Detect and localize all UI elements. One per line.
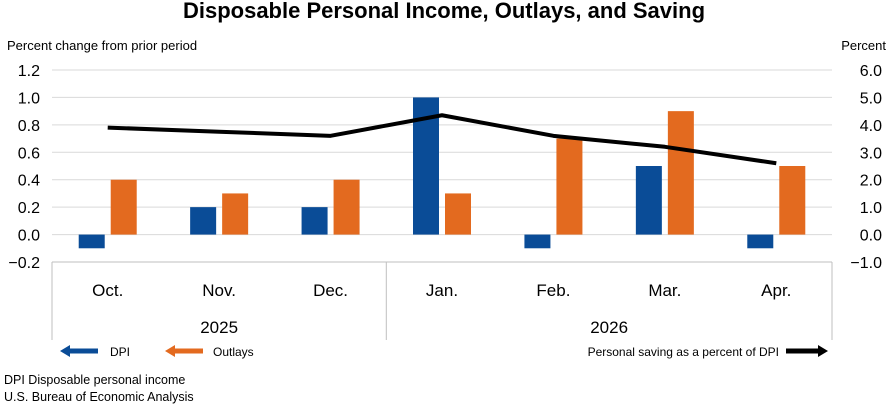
right-tick-label: 6.0 (860, 63, 882, 80)
bar-outlays (110, 179, 137, 235)
right-axis-title: Percent (841, 38, 886, 53)
bar-dpi (524, 234, 551, 249)
right-tick-label: 4.0 (860, 118, 882, 135)
legend-saving-arrow-icon (786, 345, 828, 357)
legend: DPI Outlays Personal saving as a percent… (60, 345, 828, 359)
bar-dpi (301, 207, 328, 235)
bar-dpi (78, 234, 105, 249)
bar-outlays (333, 179, 360, 235)
bar-dpi (190, 207, 217, 235)
left-tick-label: −0.2 (8, 255, 40, 272)
left-axis-ticks: 1.2 1.0 0.8 0.6 0.4 0.2 0.0 −0.2 (8, 63, 40, 272)
left-tick-label: 1.2 (18, 63, 40, 80)
category-label: Nov. (202, 281, 236, 300)
bar-outlays (445, 193, 471, 235)
legend-saving: Personal saving as a percent of DPI (588, 345, 828, 359)
category-label: Dec. (313, 281, 348, 300)
right-tick-label: 2.0 (860, 173, 882, 190)
gridlines (51, 69, 833, 340)
category-label: Jan. (426, 281, 458, 300)
legend-dpi-label: DPI (110, 345, 130, 359)
saving-rate-line (107, 113, 777, 166)
category-labels: Oct. Nov. Dec. Jan. Feb. Mar. Apr. (92, 281, 791, 300)
right-axis-ticks: 6.0 5.0 4.0 3.0 2.0 1.0 0.0 −1.0 (850, 63, 882, 272)
category-label: Oct. (92, 281, 123, 300)
right-tick-label: 0.0 (860, 228, 882, 245)
left-tick-label: 0.2 (18, 200, 40, 217)
left-tick-label: 0.0 (18, 228, 40, 245)
category-label: Apr. (761, 281, 791, 300)
bars (78, 97, 806, 249)
bar-outlays (222, 193, 249, 235)
left-tick-label: 0.8 (18, 118, 40, 135)
saving-line (107, 113, 777, 166)
year-label: 2026 (590, 318, 628, 337)
bar-outlays (667, 111, 694, 235)
year-label: 2025 (200, 318, 238, 337)
bar-outlays (779, 166, 806, 235)
footnote-source: U.S. Bureau of Economic Analysis (4, 390, 194, 404)
bar-dpi (747, 234, 774, 249)
bar-outlays (556, 138, 583, 235)
legend-outlays-arrow-icon (165, 345, 203, 357)
right-tick-label: 1.0 (860, 200, 882, 217)
legend-saving-label: Personal saving as a percent of DPI (588, 345, 779, 359)
legend-dpi-arrow-icon (60, 345, 98, 357)
legend-outlays-label: Outlays (213, 345, 254, 359)
category-label: Mar. (648, 281, 681, 300)
footnote-definition: DPI Disposable personal income (4, 373, 185, 387)
year-labels: 2025 2026 (200, 318, 628, 337)
category-label: Feb. (536, 281, 570, 300)
bar-dpi (635, 166, 662, 235)
legend-outlays: Outlays (165, 345, 254, 359)
chart-title: Disposable Personal Income, Outlays, and… (183, 0, 705, 23)
right-tick-label: 3.0 (860, 145, 882, 162)
right-tick-label: −1.0 (850, 255, 882, 272)
legend-dpi: DPI (60, 345, 130, 359)
right-tick-label: 5.0 (860, 90, 882, 107)
left-tick-label: 1.0 (18, 90, 40, 107)
left-axis-title: Percent change from prior period (7, 38, 197, 53)
left-tick-label: 0.4 (18, 173, 40, 190)
left-tick-label: 0.6 (18, 145, 40, 162)
